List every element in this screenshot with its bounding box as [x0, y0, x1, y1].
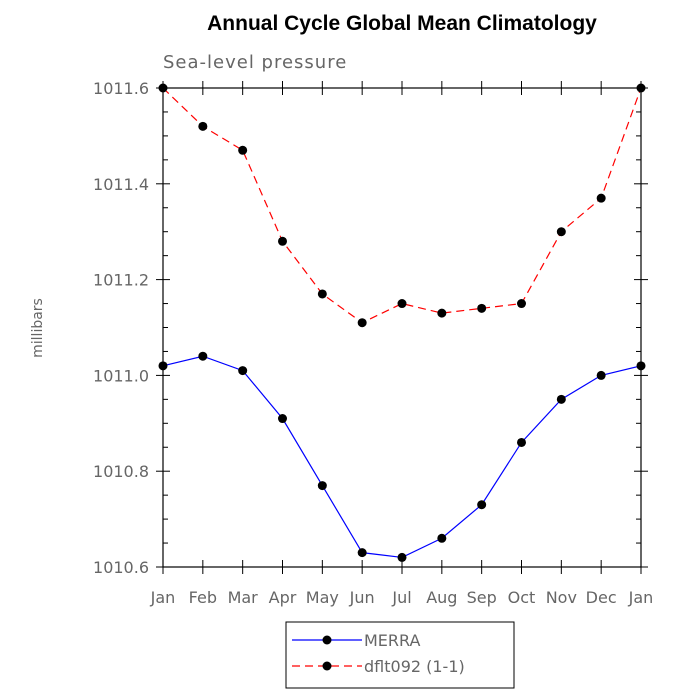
legend-entries: MERRA dflt092 (1-1): [292, 631, 465, 676]
series-2-point: [317, 289, 327, 299]
y-tick-label: 1011.4: [93, 175, 149, 194]
series-1-point: [278, 414, 287, 424]
legend-marker-1: [322, 635, 332, 645]
chart-subtitle: Sea-level pressure: [163, 52, 347, 73]
series-1-point: [198, 351, 208, 361]
y-tick-label: 1011.6: [93, 79, 149, 98]
x-tick-label: May: [306, 588, 339, 607]
series-1-point: [238, 366, 248, 376]
series-2-point: [556, 227, 566, 237]
x-tick-label: Feb: [189, 588, 217, 607]
axis-ticks: [156, 81, 648, 574]
series-1-point: [477, 500, 487, 510]
series-2-point: [357, 318, 367, 328]
series-1-point: [357, 548, 367, 558]
series-1-point: [596, 370, 606, 380]
y-axis-label: millibars: [30, 298, 46, 358]
series-layer: [158, 83, 646, 562]
series-line-1: [162, 355, 642, 559]
x-tick-label: Sep: [467, 588, 497, 607]
series-2-point: [278, 236, 287, 246]
x-tick-label: Jul: [391, 588, 411, 607]
x-tick-labels: Jan Feb Mar Apr May Jun Jul Aug Sep Oct Nov Dec Jan: [150, 588, 654, 607]
series-2-point: [198, 121, 208, 131]
series-1-point: [556, 394, 566, 404]
series-2-point: [238, 145, 248, 155]
legend-label-1: MERRA: [364, 631, 421, 650]
series-1-point: [397, 552, 407, 562]
x-tick-label: Aug: [426, 588, 457, 607]
x-tick-label: Oct: [508, 588, 536, 607]
series-1-point: [317, 481, 327, 491]
x-tick-label: Nov: [546, 588, 577, 607]
x-tick-label: Mar: [228, 588, 259, 607]
legend-box: [285, 621, 515, 689]
chart-title: Annual Cycle Global Mean Climatology: [207, 12, 597, 35]
x-tick-label: Jan: [628, 588, 654, 607]
y-tick-label: 1010.8: [93, 462, 149, 481]
y-tick-label: 1011.0: [93, 366, 149, 385]
series-2-point: [397, 299, 407, 309]
legend-label-2: dflt092 (1-1): [364, 657, 465, 676]
y-tick-label: 1010.6: [93, 558, 149, 577]
series-2-point: [517, 299, 526, 309]
series-1-point: [437, 533, 447, 543]
x-tick-label: Dec: [586, 588, 617, 607]
x-tick-label: Jun: [349, 588, 375, 607]
y-tick-labels: 1010.6 1010.8 1011.0 1011.2 1011.4 1011.6: [93, 79, 149, 577]
plot-frame: [162, 87, 642, 568]
x-tick-label: Jan: [150, 588, 176, 607]
series-2-point: [477, 303, 487, 313]
y-tick-label: 1011.2: [93, 271, 149, 290]
series-2-point: [596, 193, 606, 203]
series-1-point: [517, 437, 526, 447]
x-tick-label: Apr: [269, 588, 297, 607]
series-2-point: [437, 308, 447, 318]
legend: MERRA dflt092 (1-1): [285, 621, 515, 689]
legend-marker-2: [322, 661, 332, 671]
series-line-2: [162, 87, 642, 324]
